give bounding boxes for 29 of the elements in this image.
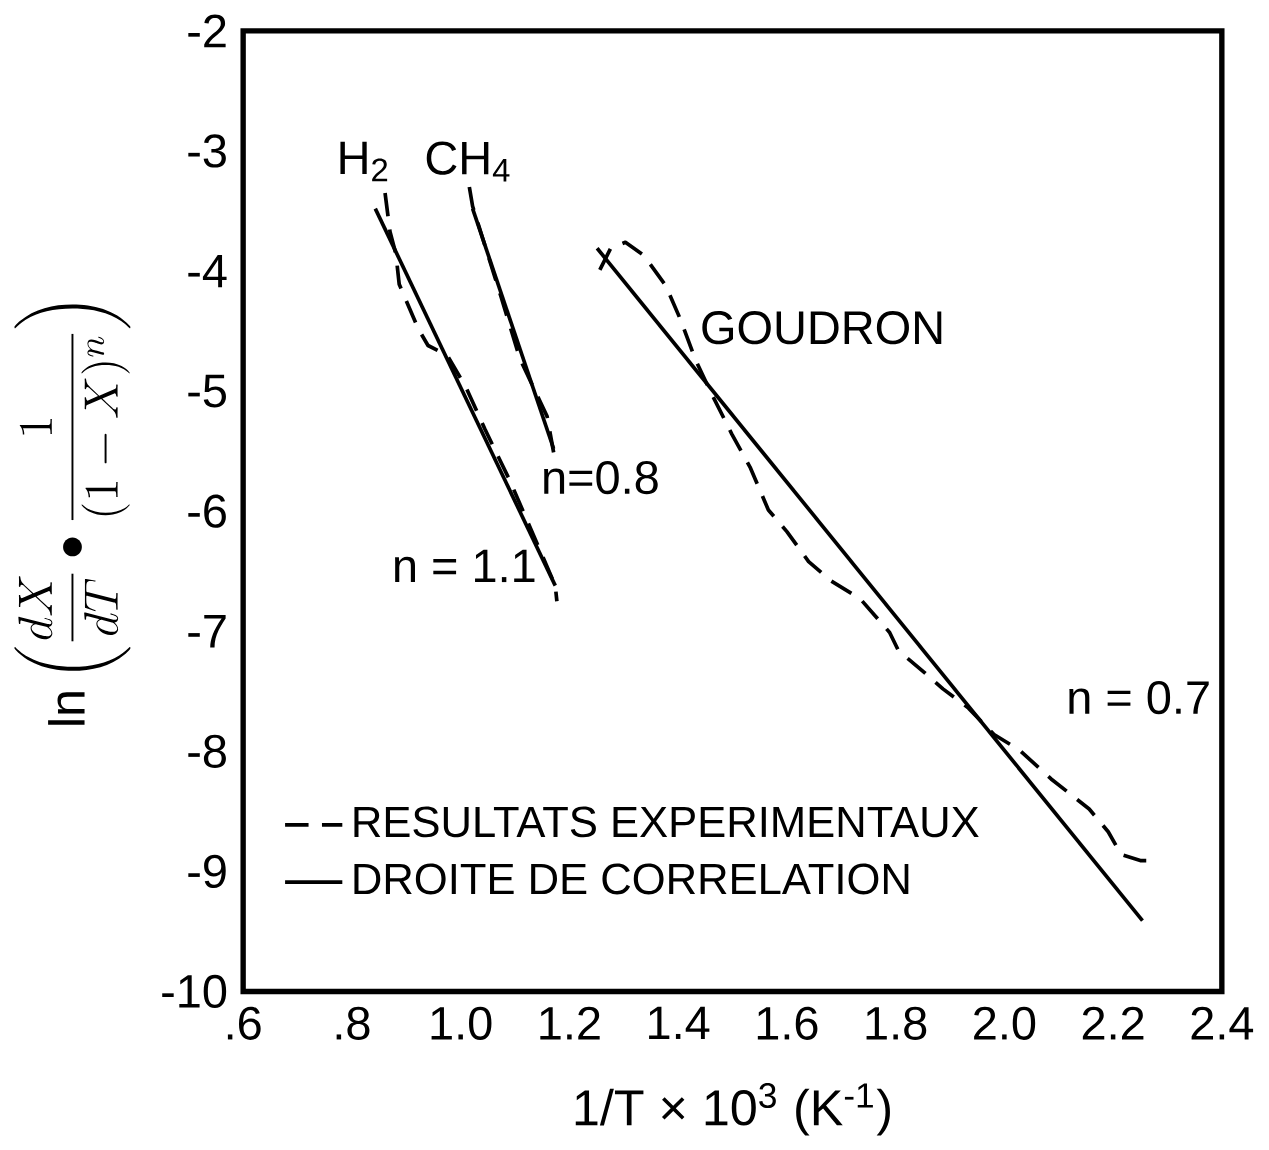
y-tick-label: -7 — [188, 615, 226, 648]
x-tick-label: 1.8 — [866, 1006, 927, 1040]
x-tick-label: 2.0 — [974, 1006, 1036, 1040]
y-tick-label: -6 — [188, 494, 226, 528]
legend-label: DROITE DE CORRELATION — [354, 863, 909, 895]
x-tick-label: 2.2 — [1082, 1006, 1144, 1040]
annotation: CH$_{4}$ — [426, 141, 510, 182]
y-tick-label: -8 — [188, 734, 226, 768]
legend-label: RESULTATS EXPERIMENTAUX — [354, 806, 979, 838]
x-tick-label: 2.4 — [1191, 1006, 1254, 1040]
x-tick-label: 1.6 — [757, 1006, 818, 1040]
y-axis-title: $\ln \left(\frac{dX}{dT}\bullet\frac{1}{(1-X)^{n}}\right)$ — [14, 304, 131, 725]
annotation: H$_{2}$ — [340, 141, 388, 182]
x-tick-label: 1.0 — [431, 1006, 492, 1040]
y-tick-label: -2 — [188, 14, 226, 48]
x-tick-label: .6 — [227, 1006, 261, 1040]
x-tick-label: 1.4 — [649, 1006, 710, 1039]
x-axis-title: 1/T × 10$^{3}$ (K$^{-1}$) — [575, 1083, 890, 1136]
y-tick-label: -10 — [162, 974, 227, 1009]
x-tick-label: 1.2 — [540, 1006, 600, 1040]
y-tick-label: -5 — [188, 374, 226, 408]
y-tick-label: -4 — [188, 254, 227, 288]
y-tick-label: -3 — [188, 134, 226, 168]
y-tick-label: -9 — [188, 854, 226, 888]
annotation: n=0.8 — [544, 460, 658, 495]
annotation: GOUDRON — [702, 311, 942, 345]
annotation: n = 1.1 — [395, 549, 535, 583]
x-tick-label: .8 — [336, 1006, 370, 1040]
annotation: n = 0.7 — [1069, 680, 1209, 715]
